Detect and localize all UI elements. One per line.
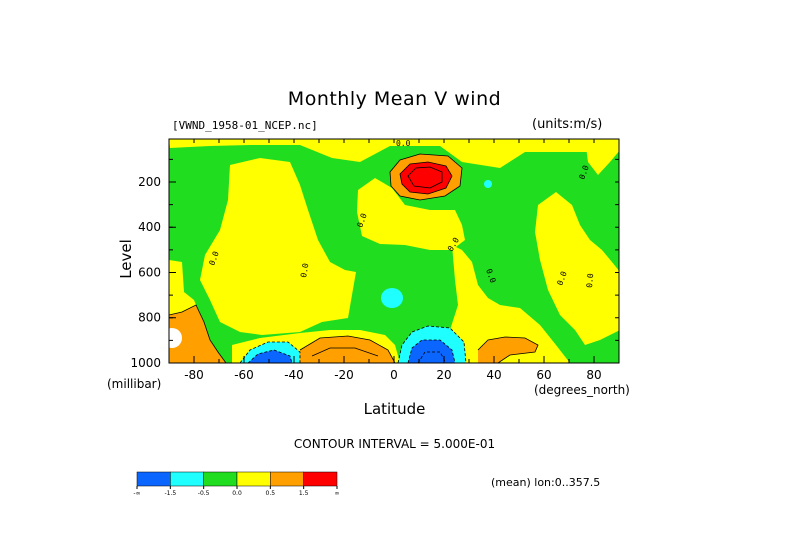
x-axis-label: Latitude bbox=[363, 400, 426, 418]
x-tick-label: 0 bbox=[390, 368, 398, 382]
legend-swatch bbox=[203, 471, 238, 487]
field-cyan-spot bbox=[484, 180, 492, 188]
legend-label: 0.0 bbox=[232, 490, 242, 497]
y-axis-unit: (millibar) bbox=[107, 377, 162, 391]
field-yellow-west bbox=[200, 158, 356, 335]
y-axis-label: Level bbox=[116, 239, 135, 279]
legend-swatch bbox=[136, 471, 171, 487]
contour-lines bbox=[169, 153, 539, 363]
field-orange-sw bbox=[169, 305, 226, 363]
legend-label: 0.5 bbox=[266, 490, 276, 497]
contour-label: 0.0 bbox=[396, 139, 411, 148]
units-label: (units:m/s) bbox=[532, 117, 603, 132]
field-orange-east bbox=[478, 337, 538, 363]
field-yellow-central bbox=[357, 178, 465, 250]
field-blue-bottom bbox=[408, 340, 455, 363]
contour-label: 0.0 bbox=[299, 262, 310, 278]
legend-label: -0.5 bbox=[198, 490, 210, 497]
dataset-label: [VWND_1958-01_NCEP.nc] bbox=[172, 119, 318, 132]
legend-label: ∞ bbox=[335, 490, 340, 497]
color-legend: -∞ -1.5 -0.5 0.0 0.5 1.5 ∞ bbox=[133, 471, 340, 497]
subset-label: (mean) lon:0..357.5 bbox=[491, 476, 601, 489]
x-tick-label: -40 bbox=[284, 368, 304, 382]
field-white-patch bbox=[169, 328, 182, 348]
field-cyan-mid bbox=[381, 288, 403, 308]
field-red-jet bbox=[400, 162, 452, 194]
y-tick-label: 1000 bbox=[130, 356, 161, 370]
x-tick-label: -60 bbox=[234, 368, 254, 382]
contour-interval: CONTOUR INTERVAL = 5.000E-01 bbox=[293, 437, 496, 451]
field-yellow-ne bbox=[535, 192, 619, 345]
y-tick-label: 400 bbox=[138, 220, 161, 234]
legend-swatch bbox=[303, 471, 338, 487]
legend-swatch bbox=[170, 471, 204, 487]
x-tick-label: 80 bbox=[586, 368, 601, 382]
x-tick-label: 40 bbox=[486, 368, 501, 382]
axes: -80 -60 -40 -20 0 20 40 60 80 200 400 600 800 1000 bbox=[130, 139, 620, 382]
x-tick-label: -80 bbox=[184, 368, 204, 382]
chart-title: Monthly Mean V wind bbox=[287, 88, 502, 110]
field-yellow-top bbox=[169, 139, 619, 168]
legend-label: 1.5 bbox=[299, 490, 309, 497]
x-tick-label: 20 bbox=[436, 368, 451, 382]
x-tick-label: -20 bbox=[334, 368, 354, 382]
x-tick-label: 60 bbox=[536, 368, 551, 382]
y-tick-label: 600 bbox=[138, 265, 161, 279]
field-orange-south bbox=[300, 336, 395, 363]
legend-swatch bbox=[236, 471, 271, 487]
legend-swatch bbox=[270, 471, 304, 487]
legend-label: -∞ bbox=[133, 490, 140, 497]
y-tick-label: 800 bbox=[138, 311, 161, 325]
contour-field: 0.0 0.0 0.0 0.0 0.0 0.0 0.0 0.0 0.0 bbox=[169, 139, 619, 363]
field-yellow-eastvert bbox=[450, 245, 570, 363]
field-yellow-topright bbox=[585, 139, 619, 175]
contour-label: 0.0 bbox=[585, 273, 595, 288]
y-tick-label: 200 bbox=[138, 175, 161, 189]
x-axis-unit: (degrees_north) bbox=[534, 383, 630, 397]
field-blue-sw bbox=[248, 350, 292, 363]
legend-label: -1.5 bbox=[164, 490, 176, 497]
